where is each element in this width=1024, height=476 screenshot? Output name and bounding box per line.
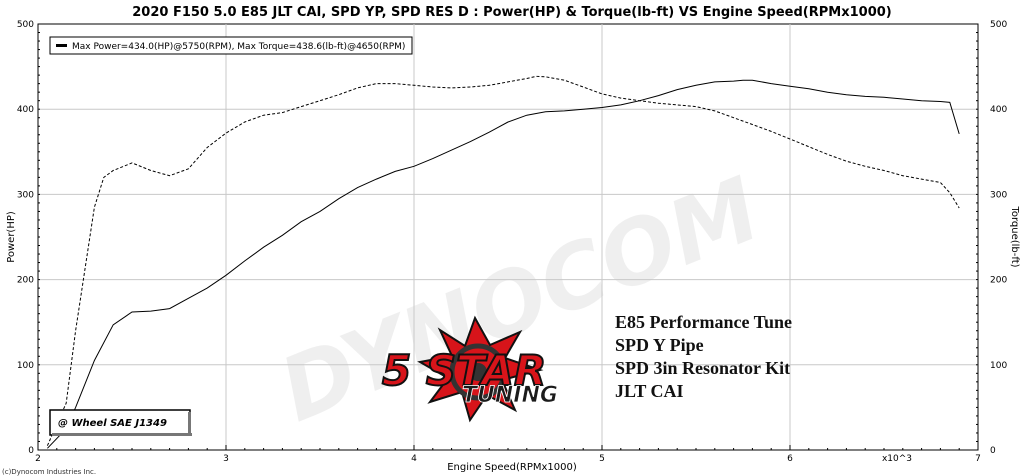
series-line-torque [46,75,960,446]
x-tick-label: 7 [975,454,981,464]
x-multiplier-label: x10^3 [882,454,912,464]
y-axis-label-right: Torque(lb-ft) [1009,205,1020,267]
five-star-tuning-logo: 5 STAR TUNING [381,315,558,423]
x-tick-label: 4 [411,454,417,464]
x-axis-label: Engine Speed(RPMx1000) [447,462,577,473]
x-tick-label: 3 [223,454,229,464]
y-tick-label-left: 200 [17,276,34,286]
y-tick-label-left: 0 [28,446,34,456]
wheel-hub-shape [469,363,487,381]
y-axis-label-left: Power(HP) [6,211,17,263]
wheel-rim-shape [449,343,507,401]
chart-title: 2020 F150 5.0 E85 JLT CAI, SPD YP, SPD R… [132,5,891,20]
legend: Max Power=434.0(HP)@5750(RPM), Max Torqu… [49,36,413,55]
y-tick-label-right: 300 [990,190,1007,200]
y-tick-label-right: 500 [990,20,1007,30]
legend-box [49,36,413,55]
x-tick-label: 2 [35,454,41,464]
note-line-3: SPD 3in Resonator Kit [615,358,790,378]
y-tick-label-right: 200 [990,276,1007,286]
y-tick-label-left: 500 [17,20,34,30]
badge-text: @ Wheel SAE J1349 [58,418,167,429]
x-tick-label: 5 [599,454,605,464]
y-tick-label-left: 300 [17,190,34,200]
y-tick-label-right: 0 [990,446,996,456]
note-line-2: SPD Y Pipe [615,335,704,355]
logo-five-star-text: 5 STAR [382,346,546,395]
sae-badge: @ Wheel SAE J1349 [49,409,192,436]
y-tick-label-left: 400 [17,105,34,115]
copyright-text: (c)Dynocom Industries Inc. [2,468,96,476]
badge-shadow-side [188,412,191,436]
series-lines [46,75,960,449]
note-line-1: E85 Performance Tune [615,312,792,332]
series-line-power [47,79,960,449]
note-line-4: JLT CAI [615,381,684,401]
x-tick-label: 6 [787,454,793,464]
y-tick-label-right: 100 [990,361,1007,371]
mod-notes: E85 Performance Tune SPD Y Pipe SPD 3in … [615,312,792,401]
y-tick-label-right: 400 [990,105,1007,115]
y-tick-label-left: 100 [17,361,34,371]
badge-shadow [52,433,192,436]
logo-tuning-text: TUNING [462,383,558,408]
legend-text: Max Power=434.0(HP)@5750(RPM), Max Torqu… [72,42,405,52]
